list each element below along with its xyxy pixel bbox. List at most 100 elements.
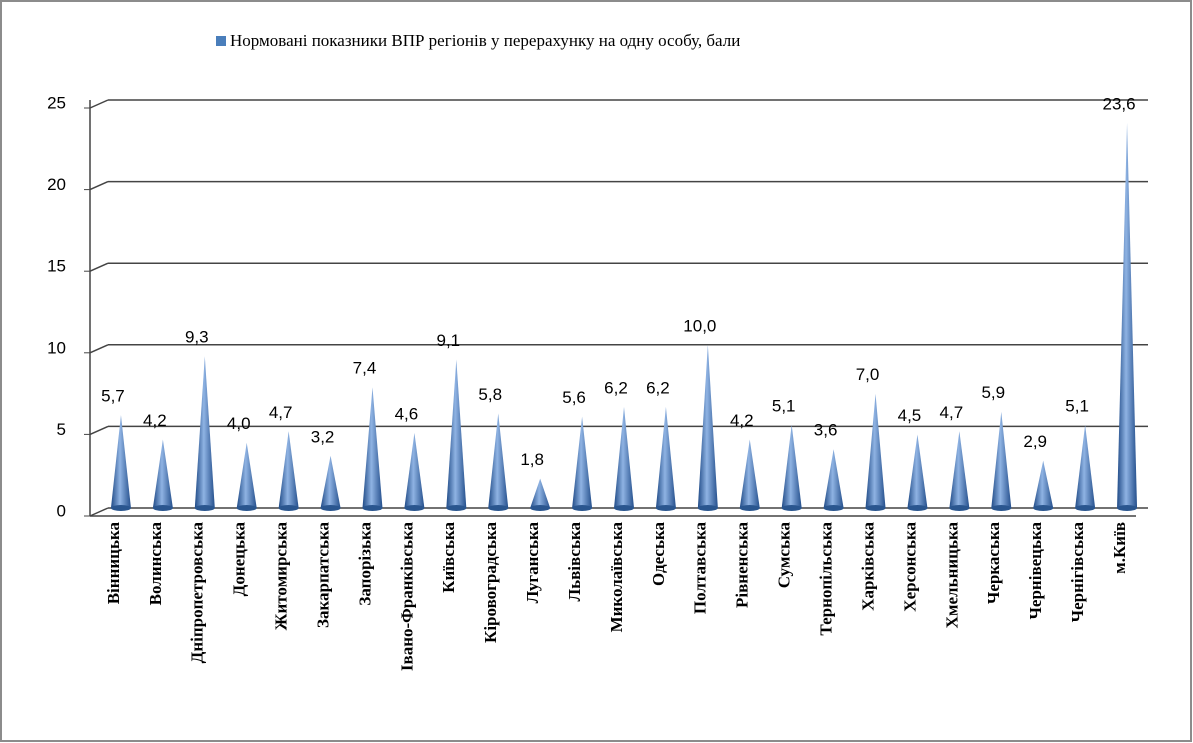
value-label: 5,8: [478, 385, 502, 404]
value-label: 7,4: [353, 359, 377, 378]
value-label: 4,2: [143, 411, 167, 430]
bar: [110, 414, 131, 508]
x-tick-label: Івано-Франківська: [397, 522, 416, 672]
bar-base: [152, 505, 173, 511]
value-label: 5,1: [772, 396, 796, 415]
value-label: 6,2: [604, 378, 628, 397]
bar: [278, 431, 299, 508]
bar: [1117, 122, 1138, 509]
x-tick-label: Чернівецька: [1026, 522, 1045, 620]
value-label: 1,8: [520, 450, 544, 469]
bar-base: [446, 505, 467, 511]
value-label: 7,0: [856, 365, 880, 384]
value-label: 3,2: [311, 427, 335, 446]
bar: [446, 359, 467, 508]
bar-base: [991, 505, 1012, 511]
x-tick-label: Дніпропетровська: [188, 522, 207, 664]
bar-base: [236, 505, 257, 511]
x-tick-label: Черкаська: [984, 522, 1003, 605]
bar: [739, 439, 760, 508]
x-tick-label: Донецька: [230, 522, 249, 597]
bar: [362, 387, 383, 508]
bar-base: [1075, 505, 1096, 511]
value-label: 5,1: [1065, 396, 1089, 415]
value-label: 9,3: [185, 328, 209, 347]
bar: [614, 406, 634, 508]
grid-line: [89, 99, 109, 109]
bar: [236, 442, 257, 508]
y-tick-label: 0: [57, 501, 66, 520]
bar: [152, 439, 173, 508]
value-label: 4,2: [730, 411, 754, 430]
value-label: 5,6: [562, 388, 586, 407]
x-tick-label: Харківська: [858, 522, 877, 611]
bar-base: [739, 505, 760, 511]
bar-base: [655, 505, 676, 511]
bar-base: [781, 505, 802, 511]
x-tick-label: Херсонська: [900, 522, 919, 612]
bar: [194, 356, 215, 508]
value-label: 10,0: [683, 316, 716, 335]
bar-base: [488, 505, 509, 511]
bar-base: [320, 505, 341, 511]
x-tick-label: Львівська: [565, 522, 584, 602]
value-label: 9,1: [436, 331, 460, 350]
x-tick-label: Луганська: [523, 522, 542, 604]
value-label: 4,0: [227, 414, 251, 433]
bar: [320, 455, 341, 508]
bar-base: [1033, 505, 1054, 511]
bar: [907, 434, 928, 508]
value-label: 4,7: [940, 403, 964, 422]
bar-base: [865, 505, 886, 511]
bar-base: [362, 505, 383, 511]
bar: [949, 431, 970, 508]
bar-base: [572, 505, 593, 511]
bar: [1075, 424, 1096, 508]
bar: [530, 478, 551, 508]
value-label: 2,9: [1023, 432, 1047, 451]
x-tick-label: Рівненська: [733, 522, 752, 608]
x-tick-label: Вінницька: [104, 522, 123, 605]
bar: [655, 406, 676, 508]
y-tick-label: 20: [47, 175, 66, 194]
x-tick-label: Запорізька: [355, 522, 374, 606]
bar-base: [530, 505, 551, 511]
x-tick-label: Волинська: [146, 522, 165, 606]
bar-base: [949, 505, 970, 511]
grid-line: [89, 425, 109, 436]
bar-base: [697, 505, 718, 511]
bar: [991, 411, 1012, 508]
bar-base: [278, 505, 299, 511]
bar: [488, 413, 509, 508]
bar-base: [823, 505, 844, 511]
x-tick-label: Миколаївська: [607, 522, 626, 633]
value-label: 23,6: [1102, 94, 1135, 113]
y-tick-label: 5: [57, 420, 66, 439]
y-tick-label: 15: [47, 257, 66, 276]
grid-line: [89, 344, 109, 354]
y-tick-label: 25: [47, 93, 66, 112]
legend-swatch: [216, 36, 226, 46]
x-tick-label: Сумська: [775, 522, 794, 589]
bar: [404, 432, 425, 508]
value-label: 5,9: [981, 383, 1005, 402]
x-tick-label: м.Київ: [1110, 522, 1129, 574]
bar: [572, 416, 593, 508]
bar-base: [907, 505, 928, 511]
y-tick-label: 10: [47, 338, 66, 357]
value-label: 3,6: [814, 421, 838, 440]
bar-base: [110, 505, 131, 511]
bar: [1033, 460, 1054, 508]
bar: [781, 424, 802, 508]
x-tick-label: Чернігівська: [1068, 522, 1087, 623]
bar: [865, 393, 886, 508]
grid-line: [89, 180, 109, 191]
value-label: 5,7: [101, 386, 125, 405]
bar-base: [1117, 505, 1138, 511]
value-label: 4,5: [898, 406, 922, 425]
x-tick-label: Кіровоградська: [481, 522, 500, 643]
x-tick-label: Хмельницька: [942, 522, 961, 629]
bar-base: [614, 505, 634, 511]
